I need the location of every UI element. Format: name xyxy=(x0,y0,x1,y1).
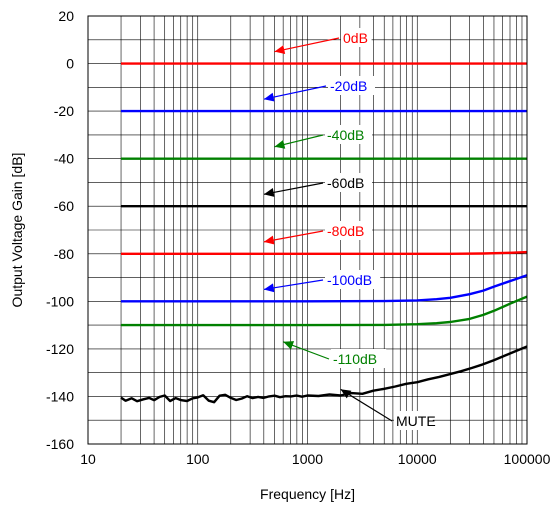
y-tick-label: 0 xyxy=(66,56,74,72)
y-tick-label: -20 xyxy=(54,103,74,119)
plot-frame xyxy=(87,15,528,445)
y-tick-label: -60 xyxy=(54,198,74,214)
x-axis-label: Frequency [Hz] xyxy=(260,486,355,502)
tick-labels: 10 100 1000 10000 100000 20 0 -20 -40 -60 -80 -100 -… xyxy=(46,8,551,467)
annotation-arrow-line xyxy=(340,388,393,422)
annotation-label-bg xyxy=(325,221,372,240)
x-tick-label: 100000 xyxy=(504,451,551,467)
x-tick-label: 10000 xyxy=(398,451,437,467)
series-line xyxy=(121,250,528,256)
annotation-label: -20dB xyxy=(330,78,367,94)
annotation-arrowhead xyxy=(274,45,286,54)
x-tick-label: 100 xyxy=(186,451,210,467)
x-tick-label: 1000 xyxy=(292,451,323,467)
annotation-label-bg xyxy=(341,28,372,47)
annotation-arrowhead xyxy=(263,235,275,245)
y-tick-label: -160 xyxy=(46,436,74,452)
annotation-label-bg xyxy=(331,349,387,368)
annotation-arrow-line xyxy=(263,85,327,100)
annotation-arrow-line xyxy=(274,37,340,53)
annotation-label: -60dB xyxy=(327,175,364,191)
series-line xyxy=(120,345,528,404)
annotations: 0dB -20dB -40dB -60dB -80dB -100dB -110dB MUTE xyxy=(263,28,436,430)
y-tick-label: -80 xyxy=(54,246,74,262)
annotation-label: -100dB xyxy=(327,272,372,288)
x-tick-label: 10 xyxy=(80,451,96,467)
y-tick-label: -120 xyxy=(46,341,74,357)
annotation-label-bg xyxy=(325,270,381,289)
annotation-arrow-line xyxy=(263,230,324,243)
annotation-arrowhead xyxy=(340,389,352,399)
annotation-arrowhead xyxy=(263,188,275,197)
y-tick-label: -40 xyxy=(54,151,74,167)
series-line xyxy=(121,274,528,303)
y-tick-label: -100 xyxy=(46,293,74,309)
annotation-label: 0dB xyxy=(343,30,368,46)
y-axis-label: Output Voltage Gain [dB] xyxy=(9,153,25,308)
annotation-label-bg xyxy=(325,125,372,144)
annotation-label-bg xyxy=(328,76,375,95)
annotation-label-bg xyxy=(325,173,372,192)
annotation-label: -110dB xyxy=(333,351,377,367)
grid-lines xyxy=(87,15,527,445)
annotation-label: -40dB xyxy=(327,127,364,143)
y-tick-label: -140 xyxy=(46,388,74,404)
annotation-label-bg xyxy=(394,411,433,430)
annotation-arrowhead xyxy=(283,341,295,350)
annotation-label: MUTE xyxy=(396,413,436,429)
annotation-label: -80dB xyxy=(327,223,364,239)
annotation-arrow-line xyxy=(263,182,324,195)
annotation-arrowhead xyxy=(274,140,286,149)
y-tick-label: 20 xyxy=(58,8,74,24)
annotation-arrowhead xyxy=(263,283,275,293)
series-line xyxy=(121,295,528,327)
annotation-arrowhead xyxy=(263,92,275,102)
series-lines xyxy=(120,62,528,404)
